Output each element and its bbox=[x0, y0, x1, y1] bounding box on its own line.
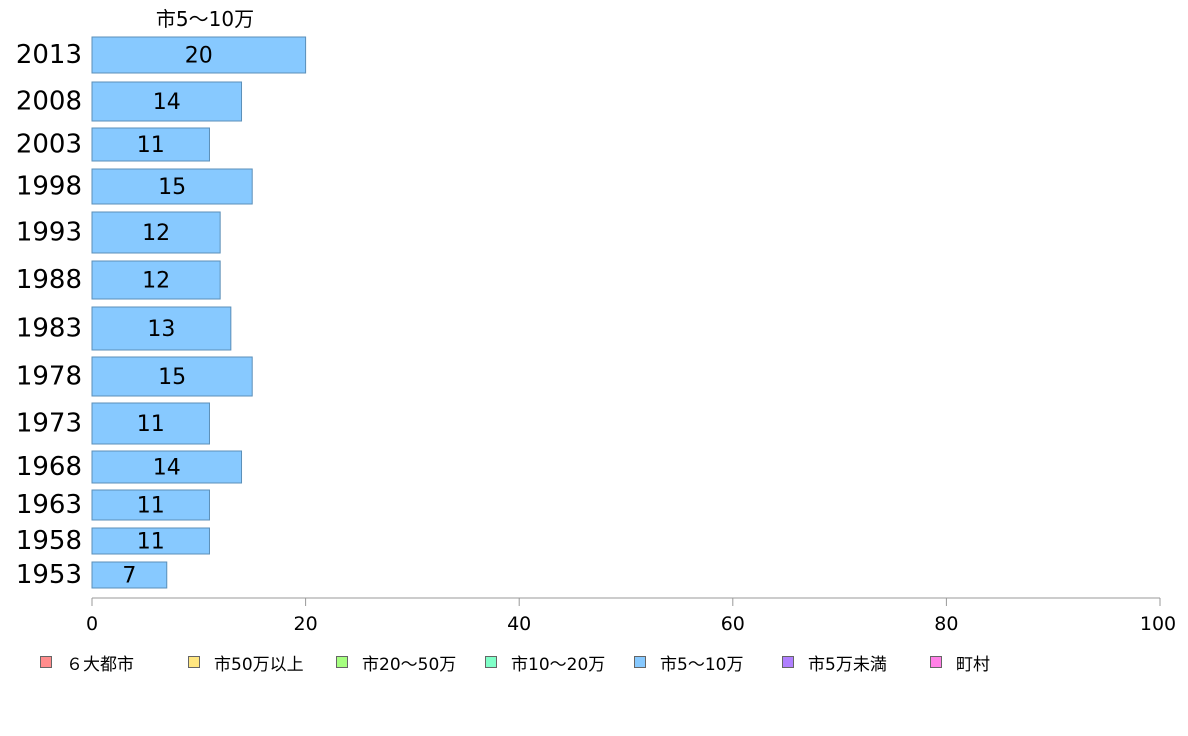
data-label: 11 bbox=[137, 133, 165, 158]
legend-label: ６大都市 bbox=[66, 654, 134, 675]
legend-item: 市5万未満 bbox=[782, 650, 887, 675]
bar-1963 bbox=[91, 489, 210, 521]
bar-2013 bbox=[91, 36, 307, 74]
bar-1998 bbox=[91, 168, 253, 205]
legend: ６大都市 市50万以上 市20～50万 市10～20万 市5～10万 市5万未満 町村 bbox=[0, 650, 1188, 675]
legend-swatch bbox=[40, 656, 52, 668]
category-label: 1998 bbox=[16, 172, 82, 202]
legend-item: 市50万以上 bbox=[188, 650, 304, 675]
category-label: 1978 bbox=[16, 362, 82, 392]
legend-item: ６大都市 bbox=[40, 650, 134, 675]
data-label: 12 bbox=[142, 269, 170, 294]
category-label: 1988 bbox=[16, 265, 82, 295]
x-axis: 0 20 40 60 80 100 bbox=[86, 597, 1176, 635]
category-label: 1993 bbox=[16, 218, 82, 248]
x-tick-label: 60 bbox=[721, 613, 745, 635]
bar-1953 bbox=[91, 561, 168, 589]
legend-label: 市5万未満 bbox=[808, 654, 887, 675]
data-label: 15 bbox=[158, 365, 186, 390]
bar-1993 bbox=[91, 211, 221, 254]
legend-item: 市20～50万 bbox=[336, 650, 457, 675]
data-label: 12 bbox=[142, 221, 170, 246]
chart-top-label: 市5～10万 bbox=[156, 7, 254, 31]
legend-label: 町村 bbox=[956, 654, 990, 675]
data-label: 11 bbox=[137, 530, 165, 555]
legend-swatch bbox=[485, 656, 497, 668]
data-label: 14 bbox=[153, 90, 181, 115]
category-label: 2008 bbox=[16, 87, 82, 117]
bar-1958 bbox=[91, 527, 210, 555]
legend-item: 市5～10万 bbox=[634, 650, 744, 675]
bar-1988 bbox=[91, 260, 221, 300]
legend-swatch bbox=[336, 656, 348, 668]
bar-1968 bbox=[91, 450, 243, 484]
category-label: 1973 bbox=[16, 409, 82, 439]
x-tick-label: 20 bbox=[294, 613, 318, 635]
data-label: 7 bbox=[122, 564, 136, 589]
bar-1983 bbox=[91, 306, 232, 351]
category-label: 1983 bbox=[16, 314, 82, 344]
bar-2008 bbox=[91, 81, 243, 122]
x-tick-label: 0 bbox=[86, 613, 98, 635]
x-tick-label: 40 bbox=[507, 613, 531, 635]
bars-group: 2013 20 2008 14 2003 11 1998 15 1993 12 1988 12 1983… bbox=[16, 36, 307, 590]
legend-swatch bbox=[782, 656, 794, 668]
x-tick-label: 100 bbox=[1140, 613, 1176, 635]
data-label: 20 bbox=[185, 44, 213, 69]
data-label: 14 bbox=[153, 456, 181, 481]
legend-swatch bbox=[930, 656, 942, 668]
data-label: 11 bbox=[137, 412, 165, 437]
category-label: 1968 bbox=[16, 452, 82, 482]
legend-label: 市20～50万 bbox=[362, 654, 457, 675]
bar-1978 bbox=[91, 356, 253, 397]
category-label: 2003 bbox=[16, 130, 82, 160]
data-label: 13 bbox=[147, 317, 175, 342]
legend-item: 町村 bbox=[930, 650, 990, 675]
legend-swatch bbox=[188, 656, 200, 668]
bar-2003 bbox=[91, 127, 210, 162]
legend-swatch bbox=[634, 656, 646, 668]
data-label: 11 bbox=[137, 494, 165, 519]
bar-1973 bbox=[91, 402, 210, 445]
legend-item: 市10～20万 bbox=[485, 650, 606, 675]
category-label: 1958 bbox=[16, 526, 82, 556]
legend-label: 市10～20万 bbox=[511, 654, 606, 675]
category-label: 2013 bbox=[16, 40, 82, 70]
data-label: 15 bbox=[158, 175, 186, 200]
x-tick-label: 80 bbox=[934, 613, 958, 635]
category-label: 1953 bbox=[16, 560, 82, 590]
category-label: 1963 bbox=[16, 490, 82, 520]
legend-label: 市50万以上 bbox=[214, 654, 304, 675]
legend-label: 市5～10万 bbox=[660, 654, 744, 675]
